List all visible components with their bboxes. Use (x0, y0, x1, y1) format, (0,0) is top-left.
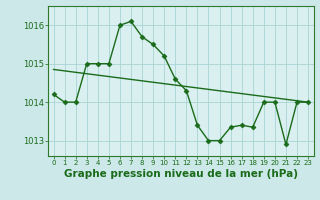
X-axis label: Graphe pression niveau de la mer (hPa): Graphe pression niveau de la mer (hPa) (64, 169, 298, 179)
